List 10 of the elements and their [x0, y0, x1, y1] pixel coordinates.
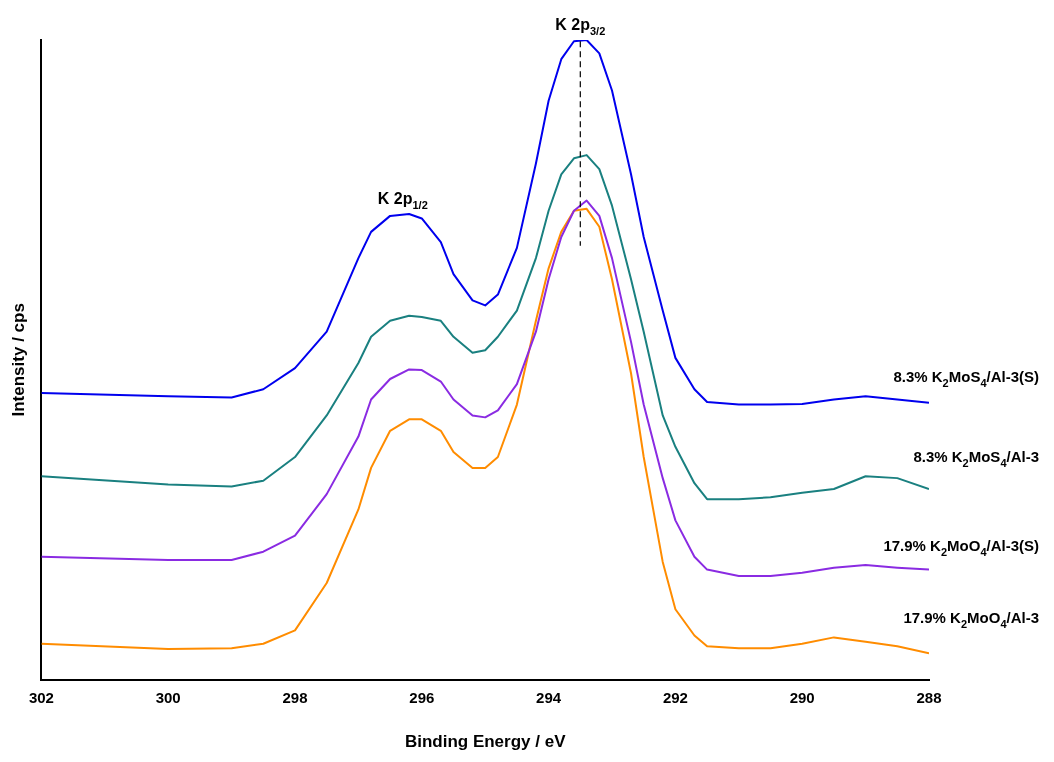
x-tick-label: 294: [536, 688, 562, 706]
x-tick-label: 296: [409, 688, 435, 706]
x-tick-label: 298: [282, 688, 308, 706]
x-axis-title: Binding Energy / eV: [404, 732, 567, 752]
x-tick-label: 290: [789, 688, 815, 706]
x-tick-label: 288: [916, 688, 942, 706]
x-tick-label: 292: [662, 688, 688, 706]
y-axis-title: Intensity / cps: [8, 303, 28, 417]
x-tick-label: 302: [28, 688, 54, 706]
x-tick-label: 300: [155, 688, 181, 706]
